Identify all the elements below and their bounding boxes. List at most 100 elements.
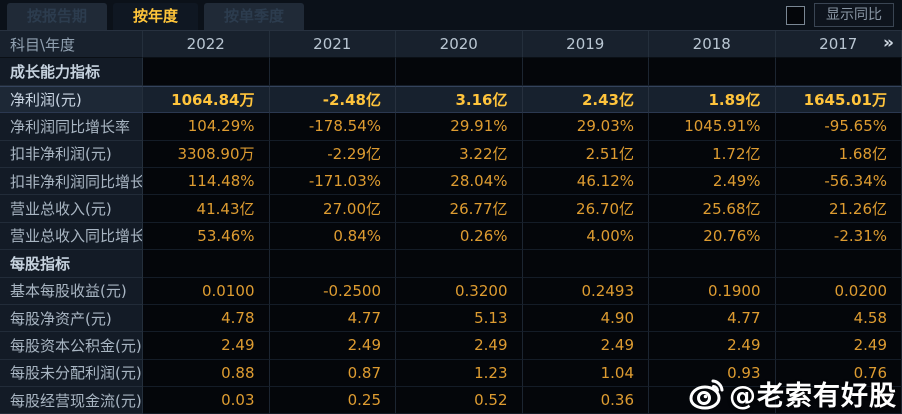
cell-value	[775, 250, 902, 278]
cell-value: 1.89亿	[649, 85, 776, 114]
cell-value: 2.49	[522, 332, 649, 360]
cell-value: -2.31%	[775, 222, 902, 251]
cell-value: 2.49	[396, 332, 523, 360]
tab-by-quarter[interactable]: 按单季度	[204, 3, 305, 30]
cell-value: 25.68亿	[649, 195, 776, 223]
cell-value: 2.49	[143, 332, 270, 360]
cell-value: 114.48%	[143, 167, 270, 196]
column-header-year-2020: 2020	[396, 31, 523, 59]
cell-value: 1064.84万	[143, 85, 270, 114]
cell-value	[522, 58, 649, 86]
section-header-label: 每股指标	[0, 250, 143, 278]
cell-value: 21.26亿	[775, 195, 902, 223]
cell-value: 1645.01万	[775, 85, 902, 114]
cell-value: 20.76%	[649, 222, 776, 251]
show-yoy-checkbox[interactable]	[786, 5, 805, 25]
cell-value: 0.3200	[396, 277, 523, 305]
cell-value: 26.70亿	[522, 195, 649, 223]
cell-value: 0.25	[269, 387, 396, 414]
cell-value: 4.77	[269, 304, 396, 333]
cell-value: 4.78	[143, 304, 270, 333]
cell-value: 0.84%	[269, 222, 396, 251]
row-label: 基本每股收益(元)	[0, 277, 143, 305]
cell-value: 2.51亿	[522, 140, 649, 168]
cell-value: 3.22亿	[396, 140, 523, 168]
row-label: 扣非净利润(元)	[0, 140, 143, 168]
row-label: 净利润(元)	[0, 85, 143, 114]
cell-value: 4.00%	[522, 222, 649, 251]
tab-by-year[interactable]: 按年度	[113, 3, 199, 30]
cell-value: -0.2500	[269, 277, 396, 305]
cell-value: 1045.91%	[649, 113, 776, 141]
row-label: 每股净资产(元)	[0, 304, 143, 333]
more-years-icon[interactable]: »	[883, 33, 894, 54]
cell-value: -171.03%	[269, 167, 396, 196]
row-label: 扣非净利润同比增长率	[0, 167, 143, 196]
cell-value: 0.87	[269, 359, 396, 388]
cell-value	[396, 58, 523, 86]
cell-value: 0.93	[649, 359, 776, 388]
cell-value: 0.76	[775, 359, 902, 388]
cell-value	[143, 250, 270, 278]
row-label: 每股未分配利润(元)	[0, 359, 143, 388]
cell-value: 1.72亿	[649, 140, 776, 168]
cell-value: 0.2493	[522, 277, 649, 305]
row-label: 每股经营现金流(元)	[0, 387, 143, 414]
cell-value: 26.77亿	[396, 195, 523, 223]
column-header-year-2018: 2018	[649, 31, 776, 59]
cell-value: -178.54%	[269, 113, 396, 141]
cell-value	[775, 387, 902, 414]
tab-by-report-period[interactable]: 按报告期	[7, 3, 108, 30]
cell-value	[649, 250, 776, 278]
cell-value	[396, 250, 523, 278]
cell-value: -2.48亿	[269, 85, 396, 114]
cell-value: 46.12%	[522, 167, 649, 196]
row-label: 每股资本公积金(元)	[0, 332, 143, 360]
column-header-year-2022: 2022	[143, 31, 270, 59]
cell-value: 3.16亿	[396, 85, 523, 114]
cell-value	[143, 58, 270, 86]
cell-value: 4.58	[775, 304, 902, 333]
tab-bar-tabs: 按报告期 按年度 按单季度	[0, 0, 305, 30]
cell-value: 1.23	[396, 359, 523, 388]
cell-value: 41.43亿	[143, 195, 270, 223]
cell-value: 0.1900	[649, 277, 776, 305]
row-label: 净利润同比增长率	[0, 113, 143, 141]
cell-value: 29.03%	[522, 113, 649, 141]
cell-value: -56.34%	[775, 167, 902, 196]
cell-value: -2.29亿	[269, 140, 396, 168]
financial-table: 科目\年度 2022 2021 2020 2019 2018 2017» 成长能力指标 净利润(…	[0, 30, 902, 414]
cell-value	[522, 250, 649, 278]
cell-value: 2.43亿	[522, 85, 649, 114]
section-header-label: 成长能力指标	[0, 58, 143, 86]
cell-value: 27.00亿	[269, 195, 396, 223]
cell-value: 2.49	[775, 332, 902, 360]
column-header-year-2017: 2017»	[775, 31, 902, 59]
cell-value: 28.04%	[396, 167, 523, 196]
cell-value: 3308.90万	[143, 140, 270, 168]
tab-bar: 按报告期 按年度 按单季度 显示同比	[0, 0, 902, 30]
cell-value: 0.0100	[143, 277, 270, 305]
show-yoy-label[interactable]: 显示同比	[814, 3, 894, 27]
cell-value: 0.36	[522, 387, 649, 414]
cell-value: -95.65%	[775, 113, 902, 141]
cell-value: 0.26%	[396, 222, 523, 251]
cell-value	[649, 58, 776, 86]
cell-value	[269, 250, 396, 278]
cell-value	[269, 58, 396, 86]
cell-value: 2.49	[269, 332, 396, 360]
column-header-year-2021: 2021	[269, 31, 396, 59]
cell-value	[775, 58, 902, 86]
cell-value: 1.68亿	[775, 140, 902, 168]
cell-value: 5.13	[396, 304, 523, 333]
cell-value: 0.03	[143, 387, 270, 414]
cell-value	[649, 387, 776, 414]
yoy-toggle-group: 显示同比	[786, 3, 894, 27]
row-label: 营业总收入(元)	[0, 195, 143, 223]
cell-value: 4.90	[522, 304, 649, 333]
cell-value: 4.77	[649, 304, 776, 333]
row-label: 营业总收入同比增长率	[0, 222, 143, 251]
column-header-year-2019: 2019	[522, 31, 649, 59]
cell-value: 29.91%	[396, 113, 523, 141]
